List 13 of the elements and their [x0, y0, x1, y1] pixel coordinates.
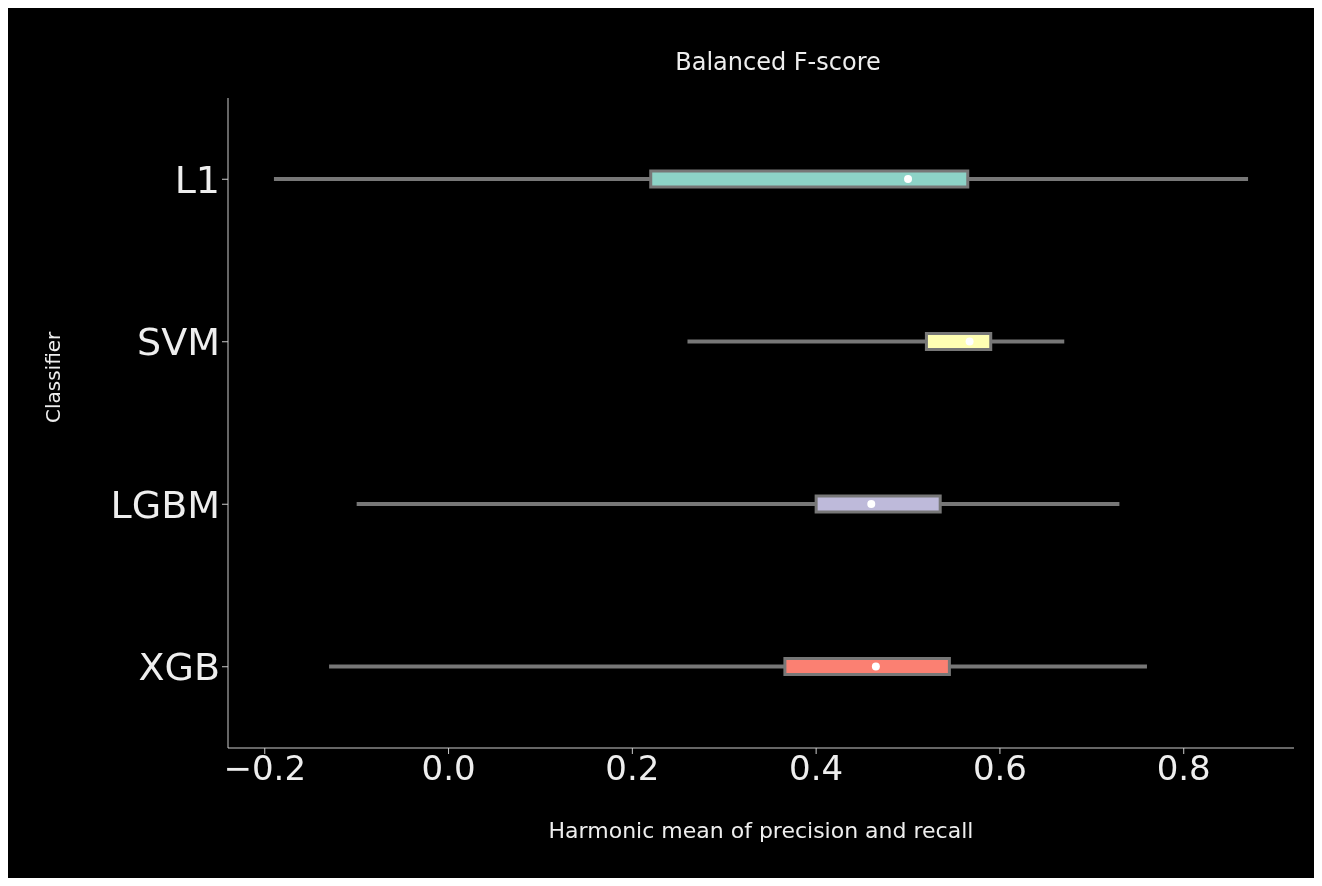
x-tick-label: −0.2 [223, 748, 307, 789]
x-axis-title: Harmonic mean of precision and recall [548, 818, 974, 843]
y-tick-label: XGB [138, 645, 220, 690]
x-tick-label: 0.2 [605, 748, 660, 789]
chart-title: Balanced F-score [674, 48, 882, 76]
y-tick-label: LGBM [110, 482, 220, 527]
y-tick-label: L1 [174, 157, 220, 202]
y-tick-label: SVM [137, 320, 220, 365]
x-tick-label: 0.0 [421, 748, 476, 789]
y-axis-title: Classifier [41, 330, 66, 423]
x-tick-label: 0.6 [972, 748, 1027, 789]
x-tick-label: 0.4 [789, 748, 844, 789]
x-tick-label: 0.8 [1156, 748, 1211, 789]
